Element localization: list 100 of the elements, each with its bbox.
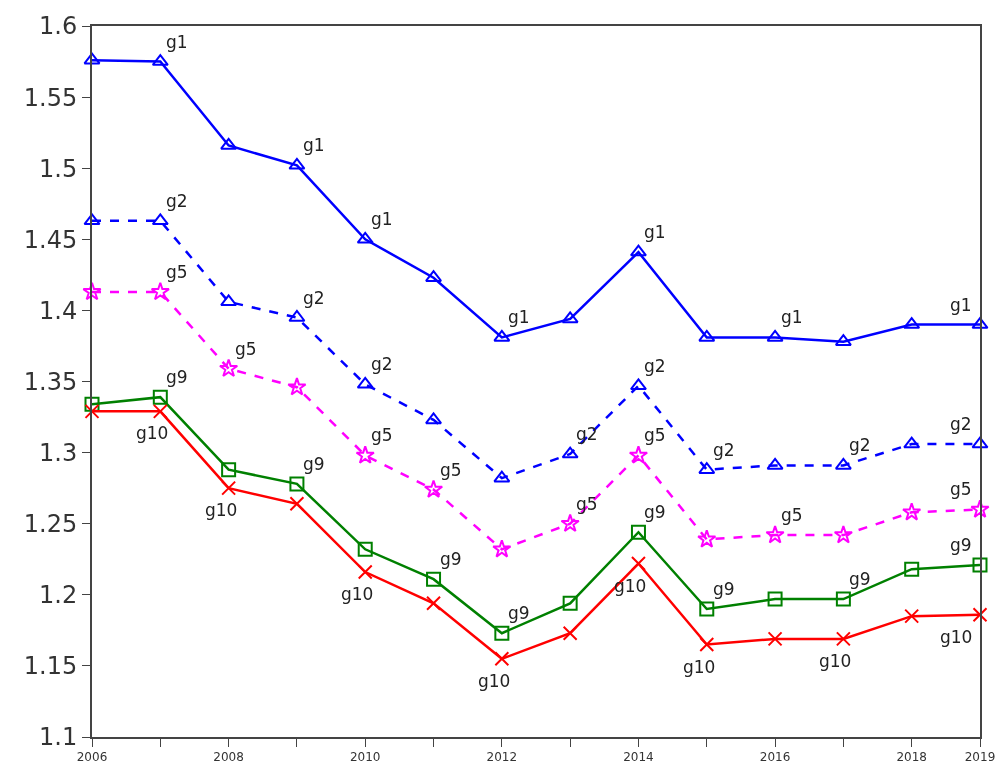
point xyxy=(835,591,851,607)
annotation: g9 xyxy=(303,454,325,474)
point xyxy=(766,457,784,470)
point xyxy=(834,457,852,470)
annotation: g9 xyxy=(950,535,972,555)
point xyxy=(425,412,443,425)
annotation: g5 xyxy=(166,262,188,282)
point xyxy=(562,595,578,611)
annotation: g10 xyxy=(136,423,169,443)
point xyxy=(560,513,580,533)
point xyxy=(629,244,647,257)
point xyxy=(493,329,511,342)
point xyxy=(971,436,989,449)
annotation: g10 xyxy=(683,657,716,677)
point xyxy=(426,571,442,587)
x-tick-label: 2016 xyxy=(759,750,791,765)
annotation: g10 xyxy=(205,500,238,520)
point xyxy=(357,564,373,580)
point xyxy=(767,631,783,647)
annotation: g10 xyxy=(819,651,852,671)
x-tick-label: 2019 xyxy=(964,750,996,765)
annotation: g9 xyxy=(644,502,666,522)
point xyxy=(767,591,783,607)
point xyxy=(356,376,374,389)
x-tick-label: 2018 xyxy=(896,750,927,765)
point xyxy=(903,436,921,449)
annotation: g5 xyxy=(781,505,803,525)
annotation: g2 xyxy=(576,424,598,444)
annotation: g1 xyxy=(166,32,188,52)
point xyxy=(833,524,854,544)
point xyxy=(972,607,988,623)
point xyxy=(699,637,715,653)
annotation: g1 xyxy=(371,209,393,229)
annotation: g10 xyxy=(614,576,647,596)
point xyxy=(84,403,100,419)
point xyxy=(220,137,238,150)
point xyxy=(630,524,646,540)
point xyxy=(698,329,716,342)
y-tick-label: 1.25 xyxy=(23,510,78,539)
point xyxy=(84,396,100,412)
point xyxy=(82,281,102,301)
point xyxy=(289,476,305,492)
point xyxy=(221,462,237,478)
point xyxy=(699,601,715,617)
point xyxy=(289,496,305,512)
point xyxy=(221,480,237,496)
point xyxy=(426,595,442,611)
point xyxy=(355,445,375,464)
point xyxy=(152,389,168,405)
y-tick-label: 1.2 xyxy=(39,581,78,610)
annotation: g5 xyxy=(576,494,598,514)
point xyxy=(150,281,170,301)
point xyxy=(83,213,101,226)
annotation: g1 xyxy=(950,295,972,315)
point xyxy=(356,231,374,244)
annotation: g5 xyxy=(371,425,393,445)
point xyxy=(220,294,238,307)
point xyxy=(494,651,510,667)
x-tick-label: 2006 xyxy=(76,750,108,765)
point xyxy=(288,157,306,170)
annotation: g10 xyxy=(940,627,973,647)
y-tick-label: 1.3 xyxy=(39,439,78,467)
point xyxy=(561,446,579,459)
point xyxy=(561,311,579,324)
annotation: g10 xyxy=(478,671,511,691)
y-tick-label: 1.4 xyxy=(39,296,78,325)
annotation: g9 xyxy=(166,367,188,387)
annotation: g10 xyxy=(341,584,374,604)
point xyxy=(630,556,646,572)
point xyxy=(765,524,785,544)
annotation: g5 xyxy=(644,425,666,445)
x-tick-label: 2008 xyxy=(213,750,244,765)
annotation: g2 xyxy=(713,440,735,460)
point xyxy=(972,557,988,573)
annotation: g5 xyxy=(235,339,257,359)
point xyxy=(152,403,168,419)
annotation: g2 xyxy=(303,288,325,308)
x-tick-label: 2012 xyxy=(486,750,518,765)
point xyxy=(766,329,784,342)
x-tick-label: 2010 xyxy=(349,750,381,765)
y-tick-label: 1.5 xyxy=(39,154,78,183)
annotation: g2 xyxy=(166,191,188,211)
point xyxy=(494,625,510,641)
point xyxy=(904,561,920,577)
point xyxy=(151,213,169,226)
annotation: g1 xyxy=(781,307,803,327)
annotation: g2 xyxy=(644,356,666,376)
point xyxy=(697,529,717,548)
annotation: g5 xyxy=(440,460,462,480)
annotation: g9 xyxy=(849,569,871,589)
point xyxy=(357,541,373,557)
annotation: g2 xyxy=(371,354,393,374)
x-tick-label: 2014 xyxy=(623,750,654,765)
point xyxy=(904,608,920,624)
annotation: g2 xyxy=(950,414,972,434)
point xyxy=(835,631,851,647)
point xyxy=(629,378,647,391)
point xyxy=(562,625,578,641)
annotation: g2 xyxy=(849,435,871,455)
y-tick-label: 1.6 xyxy=(39,12,78,41)
